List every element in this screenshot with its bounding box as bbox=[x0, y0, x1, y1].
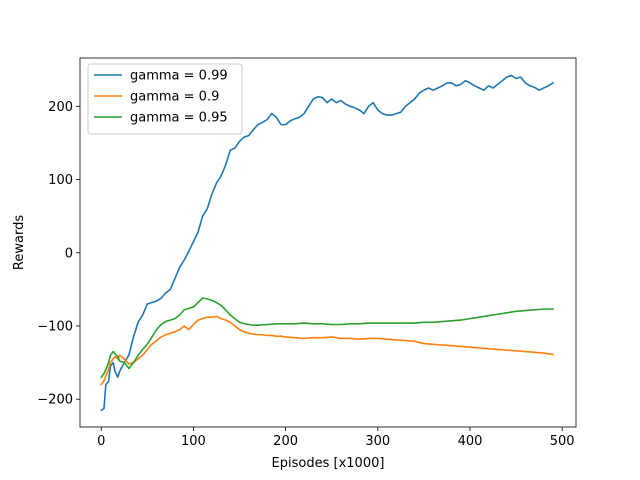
y-tick-label: −200 bbox=[37, 393, 73, 408]
series-line-0 bbox=[100, 74, 555, 412]
legend-box bbox=[87, 63, 243, 135]
x-tick-label: 500 bbox=[550, 434, 575, 449]
y-tick-label: −100 bbox=[37, 319, 73, 334]
y-tick-label: 100 bbox=[48, 173, 73, 188]
y-tick-label: 200 bbox=[48, 100, 73, 115]
legend-label-0: gamma = 0.99 bbox=[130, 69, 228, 84]
plot-area bbox=[79, 57, 577, 428]
axes-frame bbox=[79, 57, 577, 428]
series-layer bbox=[100, 74, 555, 412]
x-tick-label: 400 bbox=[458, 434, 483, 449]
legend: gamma = 0.99 gamma = 0.9 gamma = 0.95 bbox=[87, 63, 243, 135]
x-axis-ticks: 0 100 200 300 400 500 bbox=[97, 427, 575, 449]
x-tick-label: 100 bbox=[181, 434, 206, 449]
series-line-2 bbox=[100, 297, 554, 379]
y-tick-label: 0 bbox=[65, 246, 73, 261]
x-tick-label: 0 bbox=[97, 434, 105, 449]
series-line-1 bbox=[100, 315, 554, 386]
legend-items: gamma = 0.99 gamma = 0.9 gamma = 0.95 bbox=[94, 69, 228, 126]
y-axis-ticks: −200 −100 0 100 200 bbox=[37, 100, 80, 408]
y-axis-label: Rewards bbox=[12, 215, 27, 270]
legend-label-1: gamma = 0.9 bbox=[130, 90, 219, 105]
x-tick-label: 200 bbox=[273, 434, 298, 449]
x-axis-label: Episodes [x1000] bbox=[272, 456, 385, 471]
legend-label-2: gamma = 0.95 bbox=[130, 111, 228, 126]
x-tick-label: 300 bbox=[365, 434, 390, 449]
